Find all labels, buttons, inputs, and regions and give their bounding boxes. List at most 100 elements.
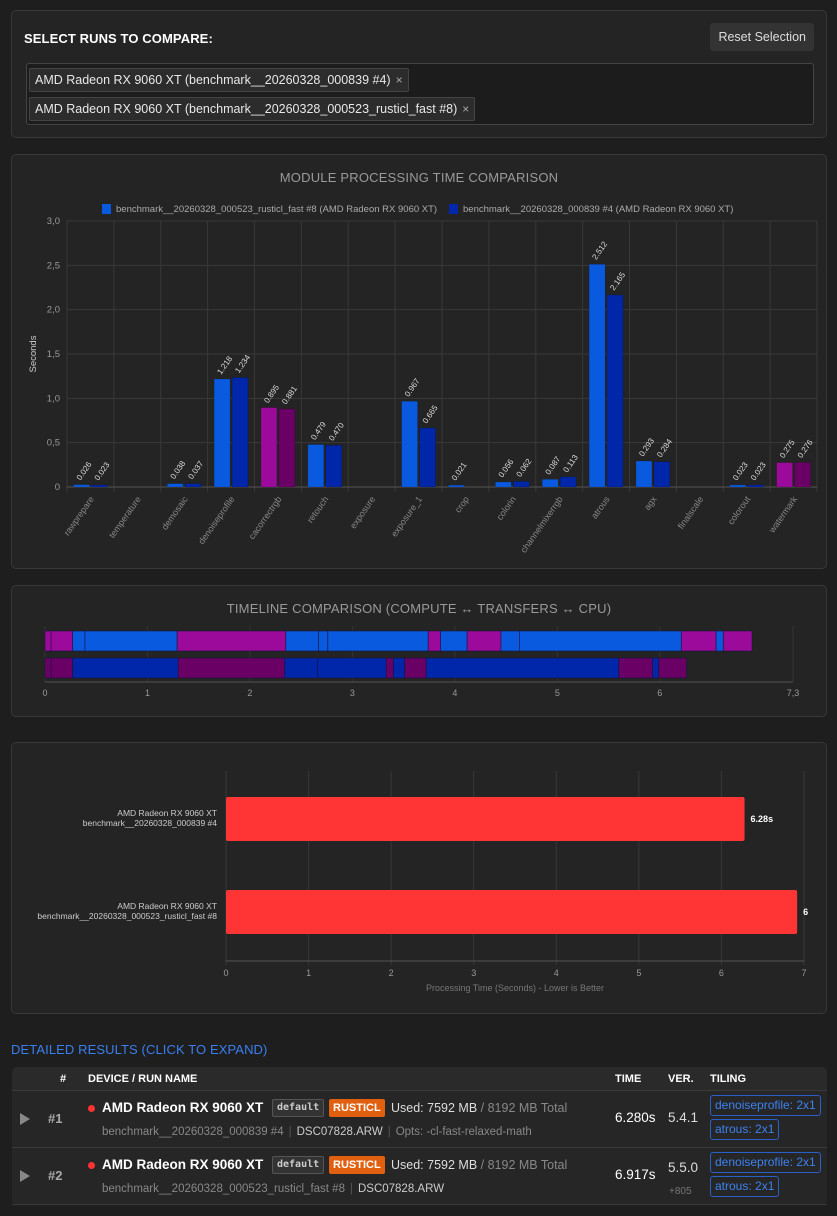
memory-total: / 8192 MB Total [477,1101,568,1115]
file-name: DSC07828.ARW [357,1183,445,1195]
bar-crop-s1 [448,484,465,488]
col-time: TIME [615,1073,642,1085]
selected-run-chip: AMD Radeon RX 9060 XT (benchmark__202603… [29,97,476,121]
x-tick-label: 7 [801,968,806,978]
run-details: benchmark__20260328_000839 #4 | DSC07828.A… [102,1126,532,1138]
x-tick-label: cacorrectrgb [247,494,284,541]
x-tick-label: finalscale [676,494,706,530]
y-tick-label: 1,5 [47,349,60,360]
timeline-segment-compute [425,657,620,679]
total-time-chart-panel: 0 1 2 3 4 5 6 7 Processing Time (Seconds) - Lowe… [11,742,827,1014]
bar-denoiseprofile-s1 [213,378,231,488]
col-device: DEVICE / RUN NAME [88,1073,198,1085]
profile-badge: default [272,1156,325,1174]
x-tick-label: rawprepare [62,494,96,537]
timeline-segment-compute [72,630,86,652]
x-tick-label: agx [642,494,659,512]
bar-colorout-s2 [747,484,764,488]
bar-data-label: 1.234 [233,353,252,375]
y-tick-label: 0,5 [47,438,60,449]
timeline-segment-cpu [722,630,753,652]
expand-triangle-icon[interactable] [20,1170,30,1182]
timeline-segment-cpu [658,657,687,679]
run-details: benchmark__20260328_000523_rusticl_fast … [102,1183,445,1195]
x-tick-label: exposure [348,494,377,530]
x-tick-label: exposure_1 [389,494,424,538]
legend-swatch [449,204,458,214]
timeline-segment-cpu [50,657,74,679]
timeline-chart: 0 1 2 3 4 5 6 7,3 [42,626,799,698]
x-tick-label: temperature [107,494,143,539]
chip-label: AMD Radeon RX 9060 XT (benchmark__202603… [35,73,391,87]
x-tick-label: 2 [247,688,252,698]
bar-cacorrectrgb-s1 [260,407,278,488]
result-row[interactable]: #1 AMD Radeon RX 9060 XT default RUSTICL… [12,1091,827,1148]
rank: #1 [48,1111,63,1126]
x-tick-label: 0 [223,968,228,978]
timeline-segment-cpu [44,630,52,652]
bar-data-label: 0.470 [327,420,346,442]
bar-data-label: 1.218 [215,354,234,376]
timeline-segment-compute [500,630,520,652]
memory-total: / 8192 MB Total [477,1158,568,1172]
bar-data-label: 0.021 [450,460,469,482]
bar-data-label: 0.895 [262,383,281,405]
remove-chip-icon[interactable]: × [462,102,470,116]
timeline-segment-compute [284,657,318,679]
bar-watermark-s1 [776,462,793,488]
status-dot-icon [88,1162,95,1169]
y-category-run: benchmark__20260328_000839 #4 [83,818,218,828]
bar-colorin-s2 [513,481,530,488]
processing-time: 6.280s [615,1110,656,1125]
bar-demosaic-s2 [184,483,202,488]
x-tick-label: 5 [555,688,560,698]
timeline-segment-cpu [44,657,52,679]
backend-badge: RUSTICL [329,1156,385,1174]
version: 5.5.0 [668,1160,699,1175]
x-tick-label: 1 [306,968,311,978]
chip-label: AMD Radeon RX 9060 XT (benchmark__202603… [35,102,458,116]
bar-data-label: 0.062 [515,457,534,479]
y-tick-label: 3,0 [47,216,60,227]
detailed-results-heading[interactable]: DETAILED RESULTS (CLICK TO EXPAND) [11,1042,268,1057]
x-tick-label: watermark [766,494,799,535]
bar-cacorrectrgb-s2 [278,408,296,488]
bar-data-label: 0.113 [561,453,580,475]
bar-denoiseprofile-s2 [231,377,249,488]
bar-channelmixerrgb-s1 [542,479,559,488]
device-name: AMD Radeon RX 9060 XT [102,1100,264,1115]
run-name: benchmark__20260328_000839 #4 [102,1126,284,1138]
x-tick-label: colorin [495,494,518,521]
timeline-segment-cpu [618,657,654,679]
memory-used: Used: 7592 MB [391,1101,478,1115]
x-tick-label: 0 [42,688,47,698]
module-chart-title: MODULE PROCESSING TIME COMPARISON [279,170,559,185]
x-tick-label: 6 [719,968,724,978]
timeline-segment-compute [285,630,319,652]
bar-atrous-s2 [606,294,624,488]
timeline-chart-title: TIMELINE COMPARISON (COMPUTE ↔ TRANSFERS… [226,601,612,616]
y-tick-label: 1,0 [47,393,60,404]
timeline-segment-compute [72,657,179,679]
bar-data-label: 0.967 [403,376,422,398]
x-axis-title: Processing Time (Seconds) - Lower is Bet… [426,983,604,993]
run-multiselect[interactable]: AMD Radeon RX 9060 XT (benchmark__202603… [26,63,814,125]
bar-exposure_1-s1 [401,401,418,488]
tiling-tag: denoiseprofile: 2x1 [710,1095,821,1116]
bar-data-label: 0.881 [280,384,299,406]
run-selector-title: SELECT RUNS TO COMPARE: [24,31,213,46]
timeline-segment-compute [715,630,724,652]
bar-data-label: 0.293 [637,436,656,458]
result-row[interactable]: #2 AMD Radeon RX 9060 XT default RUSTICL… [12,1148,827,1205]
backend-badge: RUSTICL [329,1099,385,1117]
bar-exposure_1-s2 [419,427,436,488]
memory-usage: Used: 7592 MB / 8192 MB Total [391,1101,567,1115]
expand-triangle-icon[interactable] [20,1113,30,1125]
bar-data-label: 0.023 [93,460,112,482]
x-tick-label: 2 [389,968,394,978]
remove-chip-icon[interactable]: × [395,73,403,87]
reset-selection-button[interactable]: Reset Selection [710,23,814,51]
bar-data-label: 2.165 [608,270,627,292]
x-tick-label: 3 [471,968,476,978]
bar-data-label: 0.665 [421,403,440,425]
